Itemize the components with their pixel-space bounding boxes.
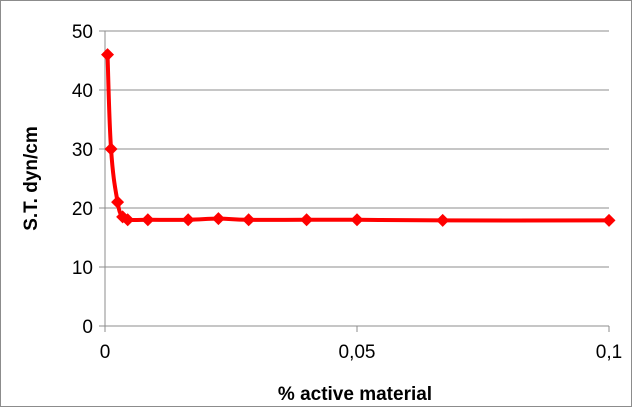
x-tick-label-2: 0,1 [596,342,622,363]
grid-layer [105,30,609,268]
y-tick-label-2: 20 [72,199,93,220]
y-tick-label-5: 50 [72,22,93,43]
data-point-10 [350,213,364,227]
data-point-11 [436,213,450,227]
data-point-1 [104,142,118,156]
x-axis-title: % active material [278,384,432,405]
data-point-4 [121,213,135,227]
y-tick-label-0: 0 [82,317,93,338]
data-point-6 [181,213,195,227]
y-tick-label-4: 40 [72,81,93,102]
y-axis-title: S.T. dyn/cm [21,126,42,231]
data-point-9 [300,213,314,227]
x-tick-label-0: 0 [100,342,111,363]
data-point-0 [101,48,115,62]
data-point-7 [211,212,225,226]
data-point-8 [242,213,256,227]
axis-layer: 0 10 20 30 40 50 0 0,05 0,1 [72,22,622,363]
series-layer [101,48,616,227]
y-tick-label-3: 30 [72,140,93,161]
y-tick-label-1: 10 [72,258,93,279]
data-point-2 [111,195,125,209]
x-tick-label-1: 0,05 [339,342,376,363]
series-line-0 [105,52,611,223]
data-point-5 [141,213,155,227]
data-point-12 [602,213,616,227]
